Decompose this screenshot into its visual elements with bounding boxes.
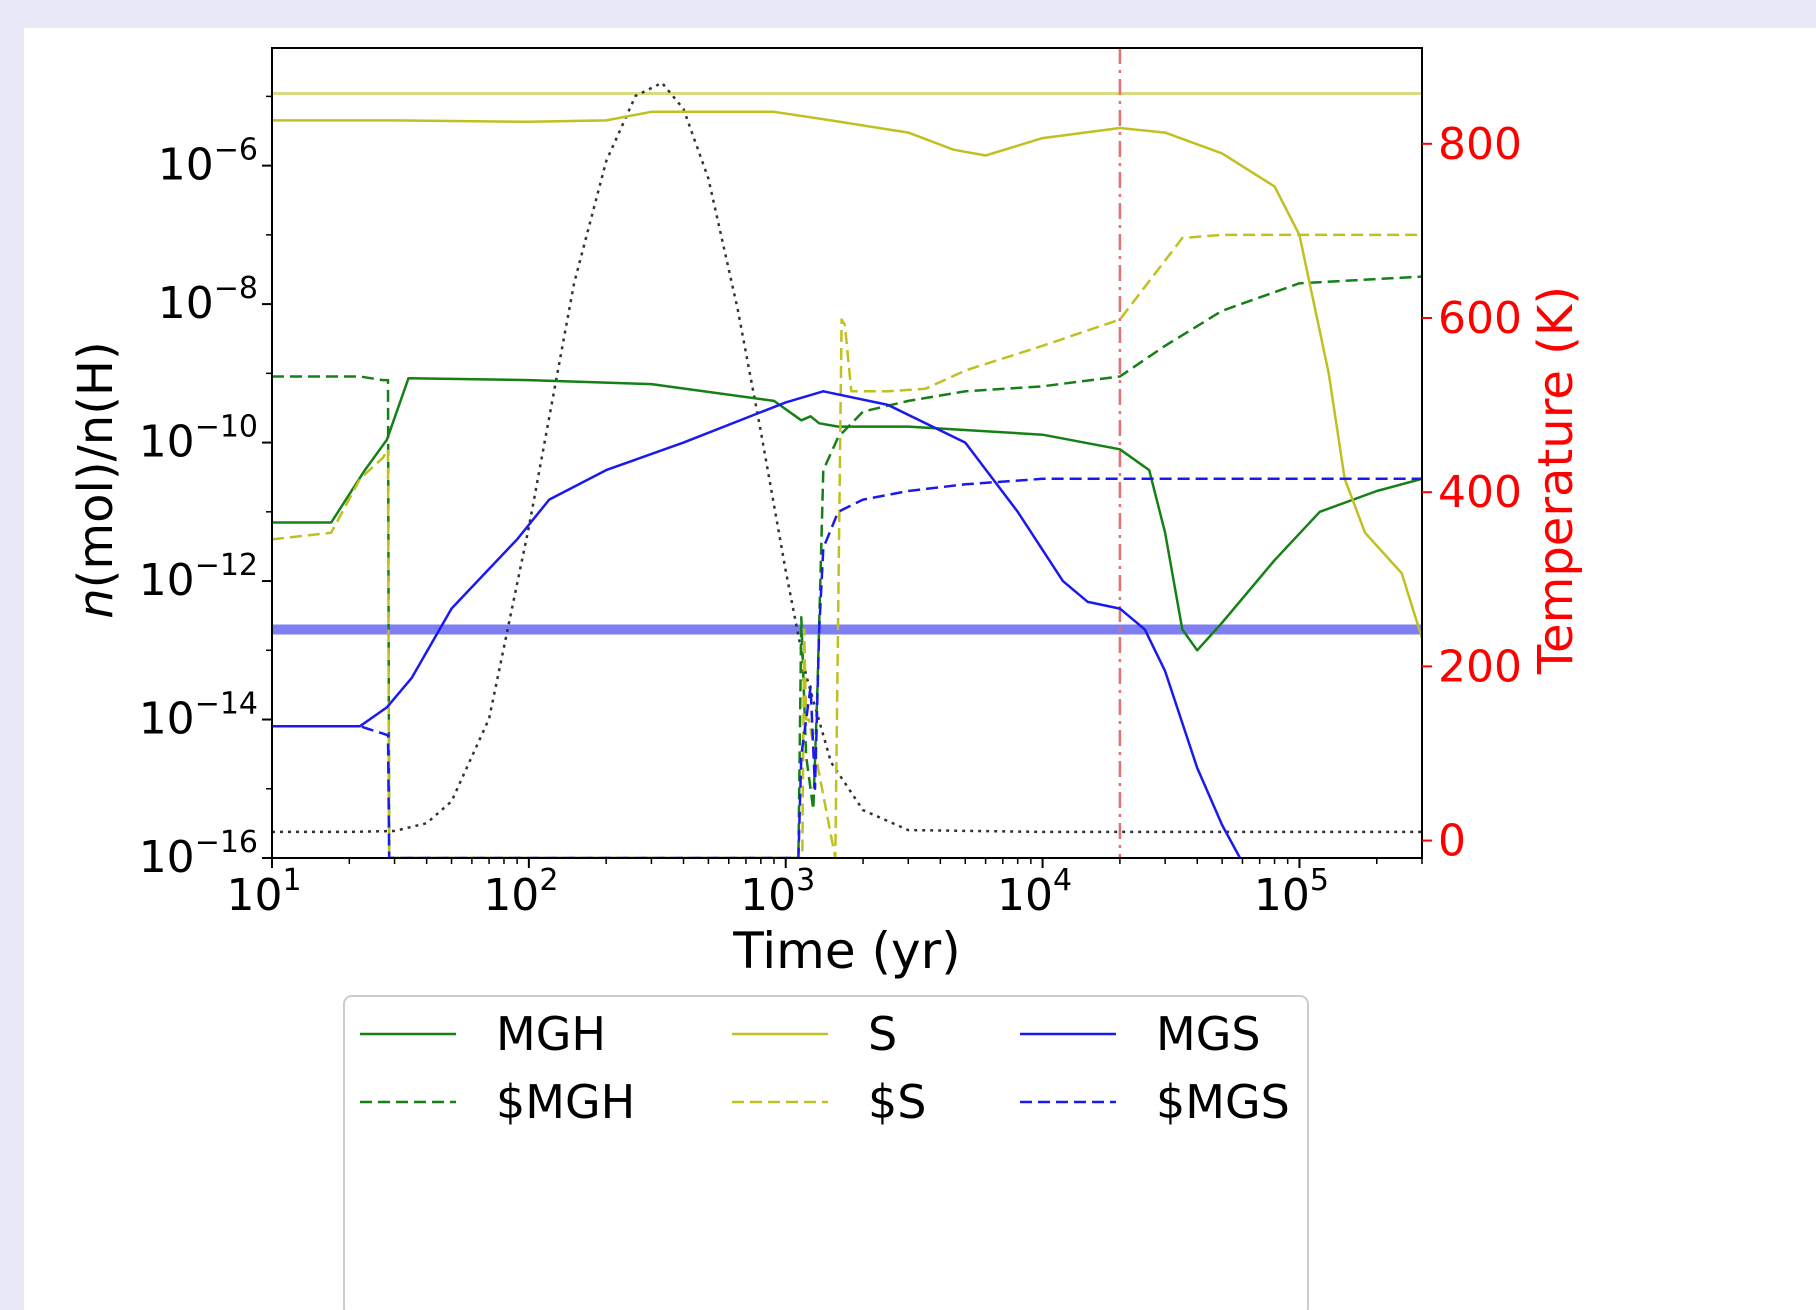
chart: 101 102 103 104 105 10−6 10−8 10−10 10−12 10−14 1…: [68, 47, 1584, 1310]
legend-label: $S: [868, 1075, 926, 1129]
y-left-axis-label-rest: (mol)/n(H): [68, 341, 124, 588]
y-left-axis-label: n(mol)/n(H): [68, 341, 124, 618]
y-right-axis-label: Temperature (K): [1528, 286, 1584, 675]
x-tick-label: 105: [1254, 863, 1329, 921]
figure-frame: 101 102 103 104 105 10−6 10−8 10−10 10−12 10−14 1…: [24, 28, 1816, 1310]
y-tick-label: 10−6: [158, 133, 258, 191]
legend-label: S: [868, 1007, 897, 1061]
series-ice-mgh: [272, 275, 1422, 858]
y-right-tick-label: 600: [1438, 293, 1522, 344]
y-tick-label: 10−10: [139, 410, 258, 468]
series-temperature: [272, 81, 1422, 834]
legend: MGH $MGH S $S MGS $MGS: [343, 995, 1309, 1310]
plot-frame: [271, 47, 1423, 859]
series-ice-mgs: [272, 477, 1422, 858]
legend-label: MGS: [1156, 1007, 1261, 1061]
series-mgh: [272, 376, 1422, 652]
x-tick-label: 104: [997, 863, 1072, 921]
y-right-tick-label: 200: [1438, 641, 1522, 692]
y-right-tick-label: 800: [1438, 119, 1522, 170]
y-right-tick-label: 400: [1438, 467, 1522, 518]
legend-label: MGH: [496, 1007, 606, 1061]
x-axis-label: Time (yr): [732, 922, 960, 980]
legend-label: $MGH: [496, 1075, 635, 1129]
series-s: [272, 110, 1422, 639]
series-mgs: [272, 390, 1242, 858]
y-right-tick-label: 0: [1438, 816, 1466, 867]
reference-lines: [272, 48, 1422, 858]
series-layer: [272, 81, 1422, 858]
x-tick-label: 103: [740, 863, 815, 921]
y-tick-label: 10−14: [139, 687, 258, 745]
x-axis-ticks: 101 102 103 104 105: [226, 858, 1423, 921]
y-tick-label: 10−8: [158, 271, 258, 329]
y-right-axis-ticks: 0 200 400 600 800: [1422, 119, 1522, 867]
x-tick-label: 102: [483, 863, 558, 921]
legend-box: [343, 995, 1309, 1310]
series-ice-s: [272, 233, 1422, 858]
legend-label: $MGS: [1156, 1075, 1290, 1129]
y-tick-label: 10−12: [139, 548, 258, 606]
x-tick-label: 101: [226, 863, 301, 921]
